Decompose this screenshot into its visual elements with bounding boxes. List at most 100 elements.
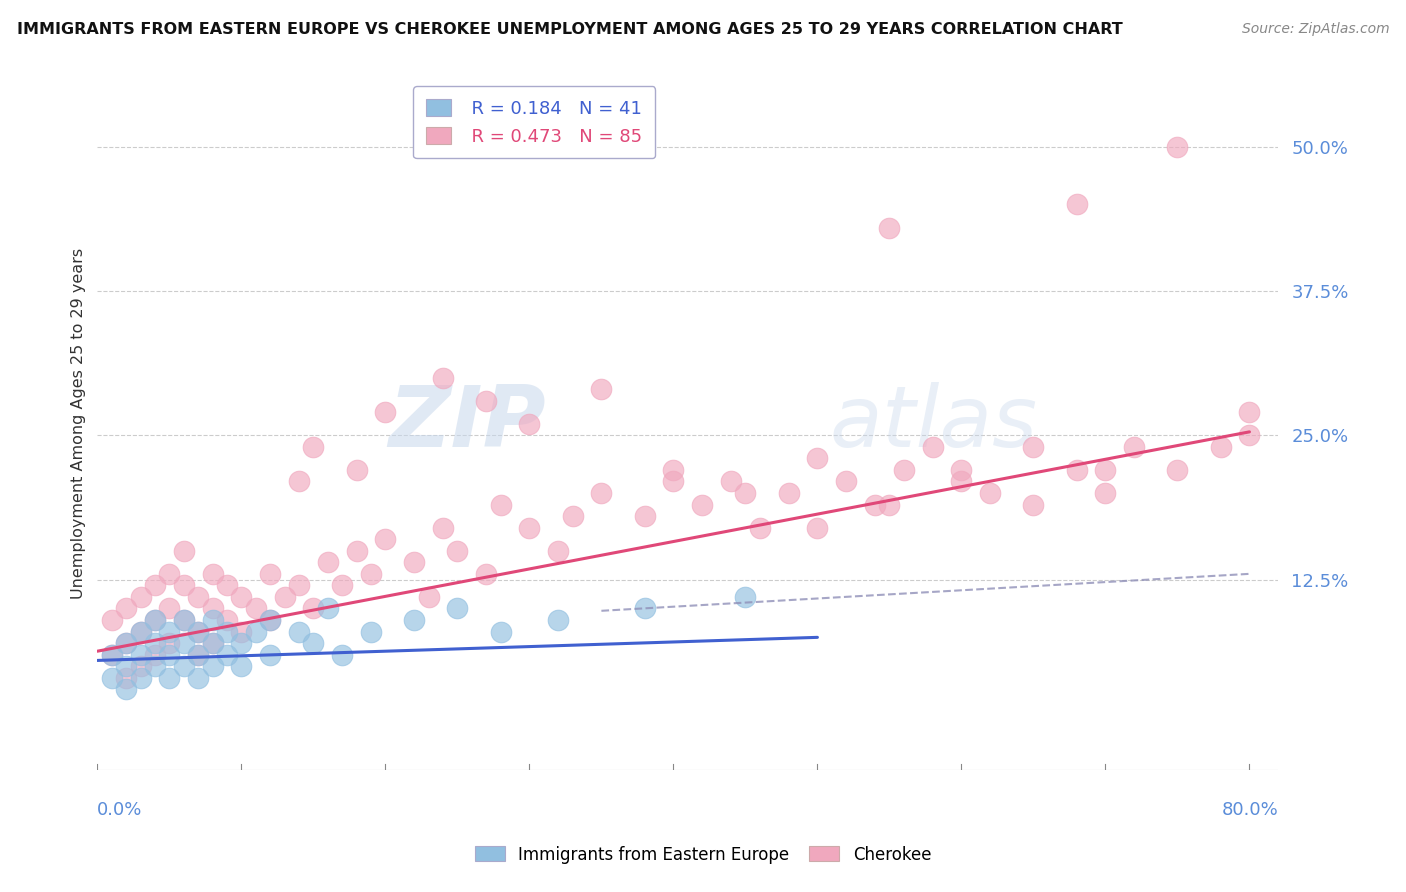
Point (835, 475, 858, 489)
Point (374, 405, 396, 419)
Text: atlas: atlas (830, 383, 1038, 466)
Point (288, 578, 311, 592)
Point (1166, 463, 1188, 477)
Point (288, 475, 311, 489)
Legend:   R = 0.184   N = 41,   R = 0.473   N = 85: R = 0.184 N = 41, R = 0.473 N = 85 (413, 87, 655, 159)
Point (245, 601, 267, 615)
Point (1166, 139, 1188, 153)
Point (1239, 428, 1261, 442)
Point (173, 578, 195, 592)
Point (806, 451, 828, 466)
Point (143, 613, 166, 627)
Point (893, 463, 915, 477)
Point (316, 555, 339, 569)
Point (561, 509, 583, 524)
Legend: Immigrants from Eastern Europe, Cherokee: Immigrants from Eastern Europe, Cherokee (468, 839, 938, 871)
Point (302, 601, 325, 615)
Point (979, 486, 1001, 500)
Point (519, 417, 541, 431)
Point (1022, 498, 1045, 512)
Text: 80.0%: 80.0% (1222, 801, 1278, 819)
Point (115, 636, 138, 650)
Point (302, 440, 325, 454)
Point (201, 636, 224, 650)
Point (475, 393, 498, 408)
Point (360, 624, 382, 639)
Point (215, 648, 238, 662)
Point (187, 624, 209, 639)
Point (418, 590, 440, 604)
Text: 0.0%: 0.0% (97, 801, 143, 819)
Point (330, 648, 353, 662)
Point (157, 601, 180, 615)
Point (591, 382, 613, 396)
Point (129, 659, 152, 673)
Point (231, 636, 253, 650)
Point (288, 624, 311, 639)
Point (950, 463, 973, 477)
Point (129, 624, 152, 639)
Point (231, 624, 253, 639)
Point (143, 578, 166, 592)
Point (259, 613, 281, 627)
Point (690, 498, 713, 512)
Point (259, 613, 281, 627)
Point (231, 590, 253, 604)
Point (475, 566, 498, 581)
Point (231, 659, 253, 673)
Point (143, 659, 166, 673)
Point (157, 648, 180, 662)
Text: Source: ZipAtlas.com: Source: ZipAtlas.com (1241, 22, 1389, 37)
Point (547, 543, 569, 558)
Point (201, 659, 224, 673)
Point (201, 601, 224, 615)
Point (316, 601, 339, 615)
Point (129, 624, 152, 639)
Point (215, 624, 238, 639)
Point (734, 486, 756, 500)
Point (115, 636, 138, 650)
Point (489, 624, 512, 639)
Point (187, 624, 209, 639)
Point (259, 566, 281, 581)
Point (173, 613, 195, 627)
Point (950, 475, 973, 489)
Point (173, 659, 195, 673)
Point (374, 533, 396, 547)
Point (547, 613, 569, 627)
Point (879, 498, 901, 512)
Point (115, 659, 138, 673)
Point (1066, 463, 1088, 477)
Point (187, 590, 209, 604)
Point (273, 590, 295, 604)
Point (778, 486, 800, 500)
Point (157, 671, 180, 685)
Point (115, 601, 138, 615)
Point (201, 613, 224, 627)
Point (330, 578, 353, 592)
Point (1094, 486, 1116, 500)
Point (187, 648, 209, 662)
Point (806, 521, 828, 535)
Point (1066, 197, 1088, 211)
Point (346, 463, 368, 477)
Point (633, 509, 655, 524)
Point (404, 613, 426, 627)
Text: ZIP: ZIP (388, 383, 546, 466)
Point (432, 521, 454, 535)
Point (432, 370, 454, 384)
Point (143, 648, 166, 662)
Point (633, 601, 655, 615)
Y-axis label: Unemployment Among Ages 25 to 29 years: Unemployment Among Ages 25 to 29 years (72, 248, 86, 599)
Text: IMMIGRANTS FROM EASTERN EUROPE VS CHEROKEE UNEMPLOYMENT AMONG AGES 25 TO 29 YEAR: IMMIGRANTS FROM EASTERN EUROPE VS CHEROK… (17, 22, 1122, 37)
Point (879, 220, 901, 235)
Point (1094, 463, 1116, 477)
Point (662, 463, 685, 477)
Point (215, 578, 238, 592)
Point (720, 475, 742, 489)
Point (662, 475, 685, 489)
Point (157, 624, 180, 639)
Point (734, 590, 756, 604)
Point (302, 636, 325, 650)
Point (157, 636, 180, 650)
